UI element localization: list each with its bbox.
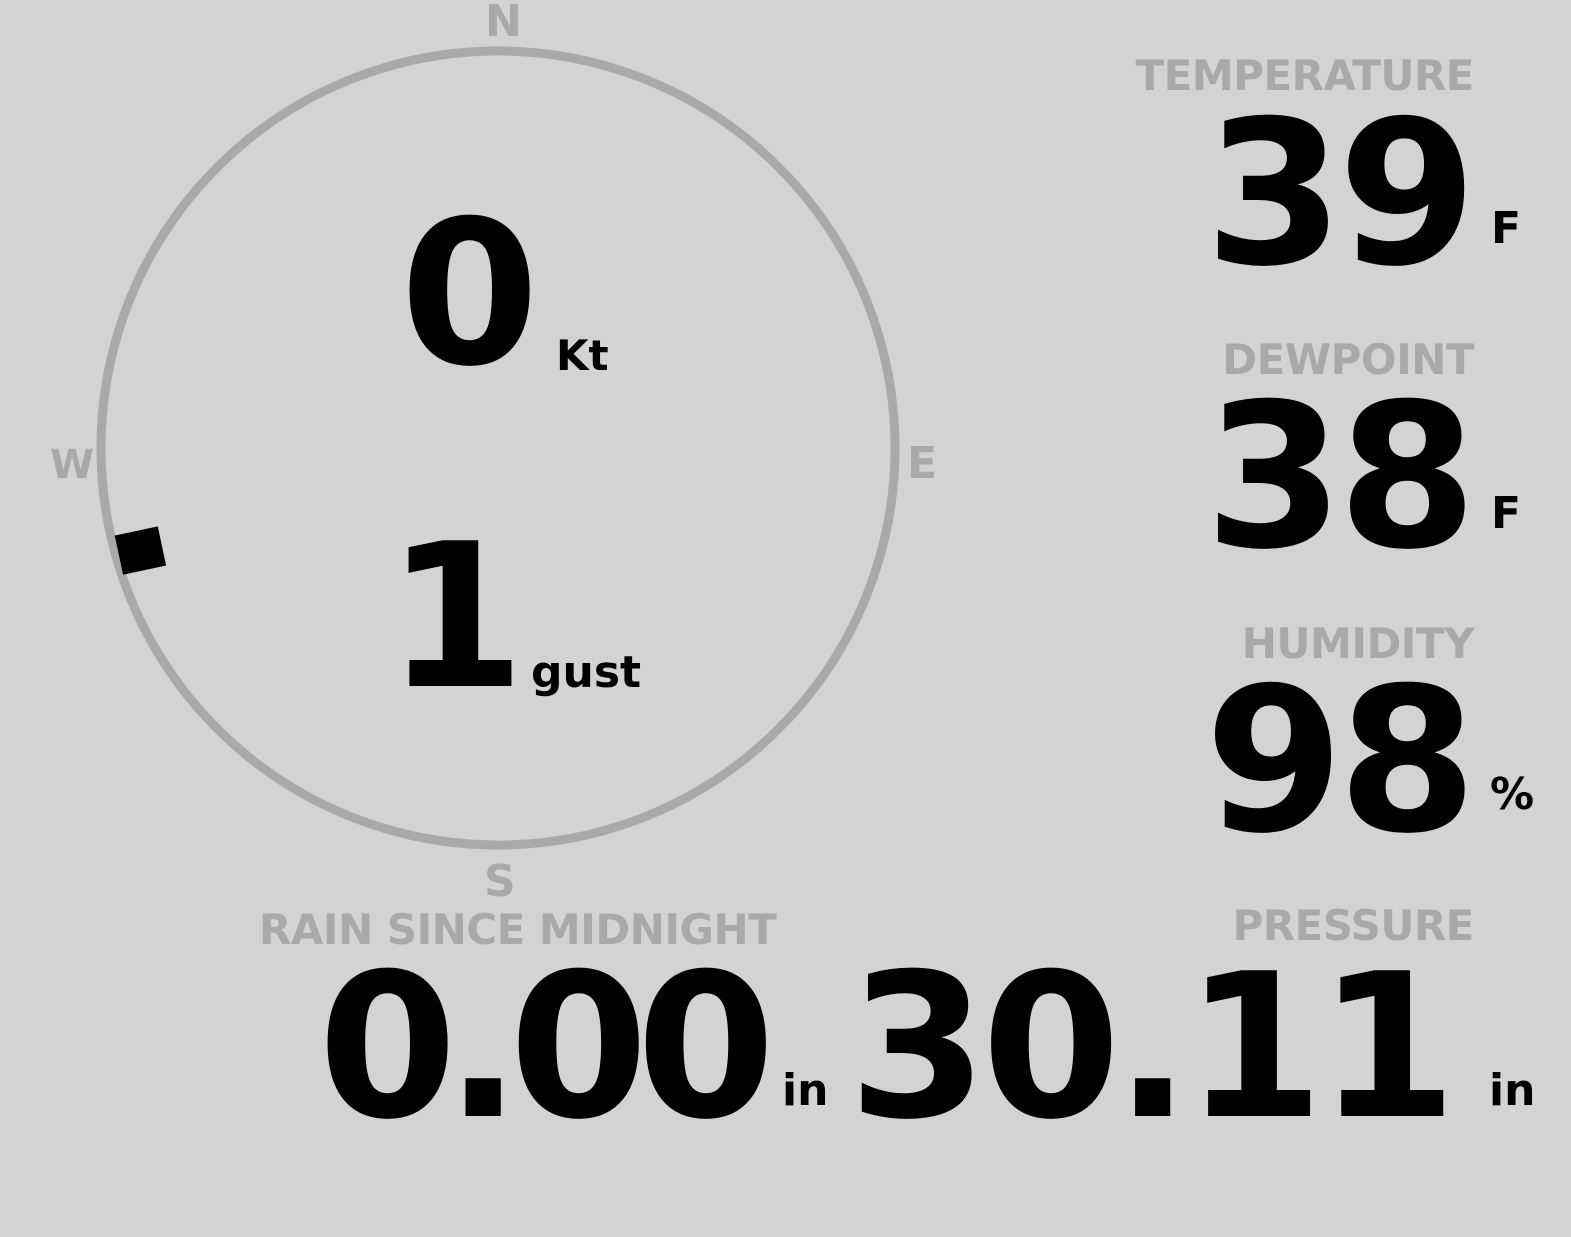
compass-south-label: S	[484, 856, 516, 907]
pressure-label: PRESSURE	[1232, 901, 1474, 950]
pressure-value: 30.11	[848, 931, 1457, 1164]
wind-gust-value: 1	[386, 501, 525, 734]
dewpoint-label: DEWPOINT	[1222, 335, 1474, 384]
pressure-unit: in	[1489, 1065, 1536, 1116]
temperature-card: TEMPERATURE	[1135, 51, 1475, 100]
wind-gust-unit: gust	[531, 647, 642, 698]
rain-value: 0.00	[318, 931, 775, 1164]
dewpoint-card: DEWPOINT	[1222, 335, 1474, 384]
compass-ring	[96, 46, 900, 850]
humidity-unit: %	[1490, 769, 1535, 820]
temperature-unit: F	[1491, 203, 1522, 254]
wind-speed-value: 0	[400, 178, 539, 411]
rain-label: RAIN SINCE MIDNIGHT	[259, 905, 777, 954]
dewpoint-value: 38	[1204, 361, 1477, 594]
dewpoint-unit: F	[1491, 488, 1522, 539]
wind-speed-unit: Kt	[556, 331, 609, 380]
compass-north-label: N	[485, 0, 522, 47]
compass-west-label: W	[50, 442, 95, 488]
temperature-label: TEMPERATURE	[1135, 51, 1475, 100]
wind-direction-marker	[114, 526, 167, 575]
rain-unit: in	[782, 1065, 829, 1116]
humidity-value: 98	[1204, 645, 1477, 878]
temperature-value: 39	[1204, 78, 1477, 311]
pressure-card: PRESSURE	[1232, 901, 1474, 950]
humidity-label: HUMIDITY	[1241, 619, 1475, 668]
compass-east-label: E	[907, 438, 938, 489]
humidity-card: HUMIDITY	[1241, 619, 1475, 668]
